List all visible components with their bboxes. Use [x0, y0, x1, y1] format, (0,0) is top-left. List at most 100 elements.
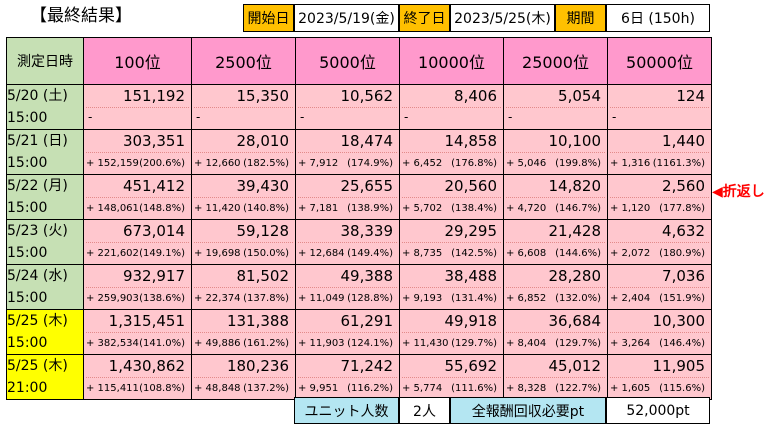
date-text: 5/21 (日) — [7, 133, 68, 149]
increase-amount: + 1,316 — [610, 158, 651, 169]
date-cell: 5/20 (土) 15:00 — [6, 84, 84, 130]
increase-amount: + 19,698 — [194, 248, 241, 259]
growth-percent: (132.0%) — [555, 293, 601, 304]
value-cell: 10,562 - — [295, 84, 400, 130]
increase-amount: + 382,534 — [86, 338, 139, 349]
rank-points: 4,632 — [662, 222, 705, 240]
header-row: 測定日時 100位 2500位 5000位 10000位 25000位 5000… — [6, 37, 712, 85]
value-cell: 29,295 + 8,735 (142.5%) — [399, 219, 504, 265]
growth-percent: (161.2%) — [243, 338, 289, 349]
growth-percent: (141.0%) — [139, 338, 185, 349]
time-text: 15:00 — [7, 245, 48, 261]
value-cell: 5,054 - — [503, 84, 608, 130]
growth-percent: (128.8%) — [347, 293, 393, 304]
corner-header: 測定日時 — [6, 37, 84, 85]
value-cell: 932,917 + 259,903 (138.6%) — [83, 264, 192, 310]
rank-points: 5,054 — [558, 87, 601, 105]
increase-amount: + 259,903 — [86, 293, 139, 304]
increase-amount: + 48,848 — [194, 383, 241, 394]
growth-percent: (124.1%) — [347, 338, 393, 349]
increase-amount: + 5,774 — [402, 383, 443, 394]
rank-points: 124 — [676, 87, 705, 105]
time-text: 21:00 — [7, 380, 48, 396]
value-cell: 11,905 + 1,605 (115.6%) — [607, 354, 712, 400]
growth-percent: (137.8%) — [243, 293, 289, 304]
increase-amount: + 11,903 — [298, 338, 345, 349]
page-title: 【最終結果】 — [30, 6, 132, 26]
date-text: 5/23 (火) — [7, 223, 68, 239]
rank-points: 71,242 — [340, 357, 394, 375]
increase-amount: + 1,120 — [610, 203, 651, 214]
value-cell: 59,128 + 19,698 (150.0%) — [191, 219, 296, 265]
rank-points: 10,300 — [652, 312, 706, 330]
increase-amount: + 5,702 — [402, 203, 443, 214]
date-cell: 5/21 (日) 15:00 — [6, 129, 84, 175]
rank-points: 131,388 — [226, 312, 289, 330]
growth-percent: (144.6%) — [555, 248, 601, 259]
rank-points: 28,010 — [236, 132, 290, 150]
increase-amount: + 49,886 — [194, 338, 241, 349]
unit-count-label: ユニット人数 — [294, 397, 399, 424]
growth-percent: (131.4%) — [451, 293, 497, 304]
growth-percent: (129.7%) — [555, 338, 601, 349]
unit-count-value: 2人 — [399, 397, 450, 424]
rank-points: 21,428 — [548, 222, 602, 240]
increase-amount: + 8,404 — [506, 338, 547, 349]
table-row: 5/22 (月) 15:00 451,412 + 148,061 (148.8%) 39,… — [6, 174, 712, 220]
growth-percent: (115.6%) — [659, 383, 705, 394]
growth-percent: (182.5%) — [243, 158, 289, 169]
growth-percent: (111.6%) — [451, 383, 497, 394]
no-data-dash: - — [612, 110, 617, 124]
increase-amount: + 6,608 — [506, 248, 547, 259]
start-date-value: 2023/5/19(金) — [294, 4, 399, 32]
increase-amount: + 115,411 — [86, 383, 139, 394]
value-cell: 15,350 - — [191, 84, 296, 130]
value-cell: 303,351 + 152,159 (200.6%) — [83, 129, 192, 175]
value-cell: 45,012 + 8,328 (122.7%) — [503, 354, 608, 400]
rank-points: 28,280 — [548, 267, 602, 285]
date-text: 5/25 (木) — [7, 358, 68, 374]
rank-points: 81,502 — [236, 267, 290, 285]
growth-percent: (116.2%) — [347, 383, 393, 394]
value-cell: 2,560 + 1,120 (177.8%) — [607, 174, 712, 220]
value-cell: 14,858 + 6,452 (176.8%) — [399, 129, 504, 175]
increase-amount: + 11,420 — [194, 203, 241, 214]
rank-points: 39,430 — [236, 177, 290, 195]
growth-percent: (129.7%) — [451, 338, 497, 349]
date-text: 5/22 (月) — [7, 178, 68, 194]
growth-percent: (177.8%) — [659, 203, 705, 214]
table-row: 5/24 (水) 15:00 932,917 + 259,903 (138.6%) 81,… — [6, 264, 712, 310]
rank-points: 8,406 — [454, 87, 497, 105]
rank-points: 1,430,862 — [108, 357, 185, 375]
growth-percent: (149.1%) — [139, 248, 185, 259]
value-cell: 28,280 + 6,852 (132.0%) — [503, 264, 608, 310]
period-label: 期間 — [555, 4, 606, 32]
no-data-dash: - — [196, 110, 201, 124]
value-cell: 49,388 + 11,049 (128.8%) — [295, 264, 400, 310]
date-cell: 5/22 (月) 15:00 — [6, 174, 84, 220]
end-date-label: 終了日 — [399, 4, 450, 32]
table-row: 5/21 (日) 15:00 303,351 + 152,159 (200.6%) 28,… — [6, 129, 712, 175]
growth-percent: (140.8%) — [243, 203, 289, 214]
no-data-dash: - — [300, 110, 305, 124]
time-text: 15:00 — [7, 155, 48, 171]
table-row: 5/23 (火) 15:00 673,014 + 221,602 (149.1%) 59,… — [6, 219, 712, 265]
value-cell: 131,388 + 49,886 (161.2%) — [191, 309, 296, 355]
value-cell: 1,440 + 1,316 (1161.3%) — [607, 129, 712, 175]
value-cell: 55,692 + 5,774 (111.6%) — [399, 354, 504, 400]
rank-points: 14,820 — [548, 177, 602, 195]
rank-points: 14,858 — [444, 132, 498, 150]
rank-points: 180,236 — [226, 357, 289, 375]
increase-amount: + 12,684 — [298, 248, 345, 259]
column-header: 10000位 — [399, 37, 504, 85]
increase-amount: + 5,046 — [506, 158, 547, 169]
value-cell: 18,474 + 7,912 (174.9%) — [295, 129, 400, 175]
increase-amount: + 8,328 — [506, 383, 547, 394]
growth-percent: (138.4%) — [451, 203, 497, 214]
value-cell: 61,291 + 11,903 (124.1%) — [295, 309, 400, 355]
rank-points: 59,128 — [236, 222, 290, 240]
time-text: 15:00 — [7, 335, 48, 351]
growth-percent: (149.4%) — [347, 248, 393, 259]
growth-percent: (138.9%) — [347, 203, 393, 214]
table-row: 5/25 (木) 15:00 1,315,451 + 382,534 (141.0%) 1… — [6, 309, 712, 355]
